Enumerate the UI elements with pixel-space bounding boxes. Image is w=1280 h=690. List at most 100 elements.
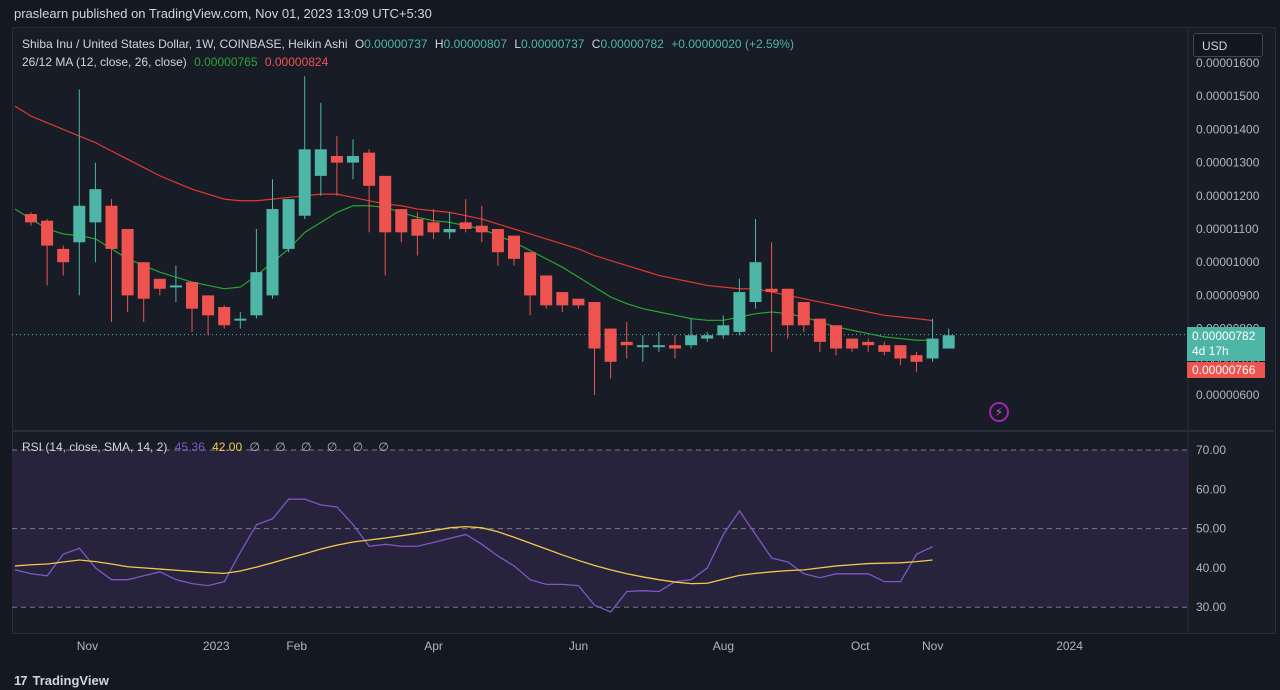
- time-axis-tick-label: Nov: [77, 639, 98, 653]
- candle-body: [910, 355, 923, 362]
- candle-body: [41, 220, 54, 246]
- bar-countdown: 4d 17h: [1192, 344, 1229, 358]
- candle-body: [379, 175, 392, 233]
- rsi-na-values: ∅ ∅ ∅ ∅ ∅ ∅: [249, 440, 395, 454]
- candle-body: [395, 209, 408, 233]
- candle-body: [604, 328, 617, 362]
- rsi-sma-line: [14, 525, 933, 585]
- candle-body: [121, 229, 134, 296]
- candle-body: [781, 288, 794, 326]
- candle-body: [797, 302, 810, 326]
- candle-body: [266, 209, 279, 296]
- price-axis-tick-label: 0.00001200: [1196, 189, 1260, 203]
- ma-slow-value: 0.00000824: [264, 55, 329, 69]
- footer-logo[interactable]: 17 TradingView: [14, 673, 109, 688]
- candle-body: [620, 341, 633, 346]
- candle-body: [202, 295, 215, 316]
- candle-body: [218, 307, 231, 326]
- candle-body: [363, 152, 376, 186]
- candle-body: [459, 222, 472, 229]
- last-price-tag: 0.00000782 4d 17h: [1187, 327, 1265, 361]
- candle-body: [540, 275, 553, 306]
- price-axis-tick-label: 0.00001400: [1196, 122, 1260, 136]
- symbol-legend: Shiba Inu / United States Dollar, 1W, CO…: [22, 37, 798, 51]
- flash-icon[interactable]: ⚡: [989, 402, 1009, 422]
- time-axis-tick-label: Aug: [713, 639, 734, 653]
- ohlc-open-value: 0.00000737: [364, 37, 428, 51]
- rsi-axis-tick-label: 50.00: [1196, 522, 1226, 536]
- candle-body: [169, 285, 182, 288]
- ma-fast-value: 0.00000765: [194, 55, 258, 69]
- candle-body: [57, 248, 70, 263]
- currency-button[interactable]: USD: [1193, 33, 1263, 57]
- candle-body: [137, 262, 150, 299]
- candle-body: [298, 149, 311, 216]
- candle-body: [475, 225, 488, 233]
- rsi-legend[interactable]: RSI (14, close, SMA, 14, 2) 45.36 42.00 …: [22, 440, 399, 454]
- rsi-line: [14, 498, 933, 613]
- rsi-axis-tick-label: 40.00: [1196, 561, 1226, 575]
- time-axis-tick-label: Jun: [569, 639, 588, 653]
- candle-body: [685, 335, 698, 346]
- candle-body: [347, 155, 359, 163]
- symbol-title[interactable]: Shiba Inu / United States Dollar, 1W, CO…: [22, 37, 348, 51]
- candle-body: [186, 282, 198, 309]
- candle-body: [652, 345, 665, 348]
- ma-fast-line: [14, 205, 933, 341]
- last-price-value: 0.00000782: [1192, 329, 1256, 343]
- price-axis-tick-label: 0.00001500: [1196, 89, 1260, 103]
- tradingview-logo-icon: 17: [14, 673, 28, 688]
- ohlc-low-label: L: [514, 37, 522, 51]
- published-line: praslearn published on TradingView.com, …: [14, 6, 432, 21]
- candle-body: [701, 335, 714, 339]
- candle-body: [878, 345, 891, 352]
- ma-price-tag: 0.00000766: [1187, 362, 1265, 378]
- candle-body: [105, 205, 118, 249]
- candle-body: [282, 199, 295, 249]
- rsi-label: RSI (14, close, SMA, 14, 2): [22, 440, 168, 454]
- candle-body: [733, 292, 746, 332]
- candle-body: [636, 345, 649, 348]
- candle-body: [491, 229, 504, 253]
- candle-body: [411, 219, 424, 236]
- candle-body: [73, 205, 86, 243]
- rsi-axis-tick-label: 60.00: [1196, 482, 1226, 496]
- price-axis-tick-label: 0.00000900: [1196, 288, 1260, 302]
- time-axis-tick-label: Oct: [851, 639, 870, 653]
- candle-body: [765, 288, 778, 293]
- candle-body: [717, 325, 730, 336]
- candle-body: [153, 278, 166, 289]
- ma-slow-line: [14, 105, 933, 322]
- candle-body: [942, 335, 955, 349]
- rsi-value: 45.36: [174, 440, 205, 454]
- candle-body: [669, 345, 681, 349]
- candle-body: [89, 189, 102, 223]
- rsi-sma-value: 42.00: [212, 440, 243, 454]
- ma-legend[interactable]: 26/12 MA (12, close, 26, close) 0.000007…: [22, 55, 332, 69]
- ohlc-open-label: O: [354, 37, 365, 51]
- candle-body: [588, 302, 601, 349]
- ohlc-low-value: 0.00000737: [521, 37, 585, 51]
- candle-body: [830, 325, 842, 349]
- candle-body: [894, 345, 907, 359]
- ohlc-high-label: H: [434, 37, 444, 51]
- price-change: +0.00000020 (+2.59%): [671, 37, 794, 51]
- candle-body: [524, 252, 537, 296]
- candle-body: [427, 222, 440, 233]
- candle-body: [234, 318, 247, 321]
- rsi-axis-tick-label: 70.00: [1196, 443, 1226, 457]
- candle-body: [813, 318, 826, 342]
- candle-body: [330, 155, 343, 163]
- price-axis-tick-label: 0.00001300: [1196, 156, 1260, 170]
- price-axis-tick-label: 0.00001100: [1196, 222, 1259, 236]
- candle-body: [749, 262, 762, 303]
- rsi-axis-tick-label: 30.00: [1196, 600, 1226, 614]
- candle-body: [250, 272, 263, 316]
- time-axis-tick-label: Nov: [922, 639, 943, 653]
- tradingview-logo-text: TradingView: [32, 673, 109, 688]
- ohlc-close-value: 0.00000782: [600, 37, 664, 51]
- candle-body: [314, 149, 327, 176]
- time-axis-tick-label: Apr: [424, 639, 443, 653]
- ohlc-close-label: C: [591, 37, 601, 51]
